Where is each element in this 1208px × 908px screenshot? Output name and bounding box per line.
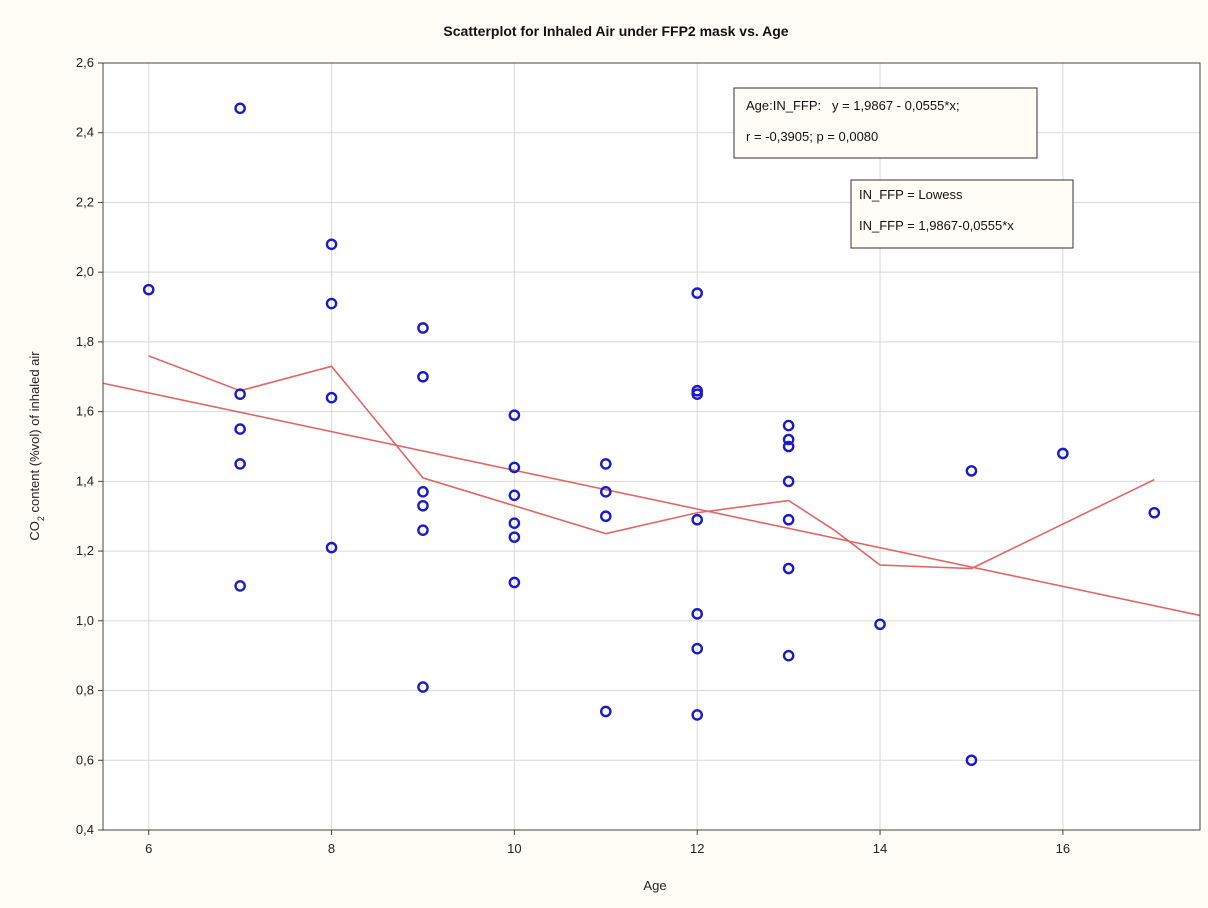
data-point	[417, 322, 429, 334]
data-point	[599, 705, 612, 718]
data-point	[417, 370, 429, 383]
equation-box-frame	[733, 87, 1038, 159]
x-tick-label: 12	[690, 841, 704, 856]
data-point	[691, 642, 704, 655]
y-tick-label: 1,6	[76, 404, 94, 419]
y-axis-label: CO2 content (%vol) of inhaled air	[27, 351, 46, 541]
equation-line-2: r = -0,3905; p = 0,0080	[746, 129, 878, 144]
regression-line	[102, 382, 1201, 617]
data-point	[965, 754, 978, 767]
x-axis-ticks: 6 8 10 12 14 16	[145, 830, 1070, 856]
data-point	[508, 517, 521, 530]
y-axis-label-subscript: 2	[36, 516, 46, 521]
y-tick-label: 0,6	[76, 752, 94, 767]
data-point	[1057, 447, 1069, 460]
legend-item-regression: IN_FFP = 1,9867-0,0555*x	[859, 218, 1014, 233]
data-point	[599, 458, 612, 470]
data-point	[508, 409, 521, 421]
data-point	[782, 649, 795, 662]
data-point	[234, 388, 246, 401]
y-axis-label-part-2: content (%vol) of inhaled air	[27, 351, 42, 516]
data-point	[691, 287, 704, 299]
data-point	[691, 388, 704, 401]
data-point	[782, 419, 795, 432]
y-tick-label: 0,4	[76, 822, 94, 837]
data-point	[508, 489, 521, 502]
data-point	[417, 499, 429, 512]
data-point	[691, 513, 704, 526]
chart-title: Scatterplot for Inhaled Air under FFP2 m…	[443, 23, 788, 39]
y-tick-label: 1,2	[76, 543, 94, 558]
data-point	[325, 238, 338, 251]
data-point	[782, 475, 795, 488]
data-point	[508, 531, 521, 543]
y-tick-label: 1,4	[76, 473, 94, 488]
data-point	[325, 541, 338, 554]
data-point	[417, 681, 429, 693]
y-tick-label: 0,8	[76, 683, 94, 698]
x-tick-label: 6	[145, 841, 152, 856]
x-tick-label: 16	[1056, 841, 1070, 856]
data-point	[965, 465, 978, 477]
data-point	[417, 524, 429, 536]
x-axis-label: Age	[643, 878, 666, 893]
x-tick-label: 14	[873, 841, 887, 856]
equation-box: Age:IN_FFP: y = 1,9867 - 0,0555*x; r = -…	[733, 87, 1038, 159]
y-axis-label-part-1: CO	[27, 521, 42, 541]
data-point	[234, 458, 246, 470]
data-point	[782, 513, 795, 526]
legend-item-lowess: IN_FFP = Lowess	[859, 187, 963, 202]
data-point	[782, 562, 795, 575]
data-point	[417, 486, 429, 498]
data-point	[508, 576, 521, 589]
lowess-line	[148, 355, 1155, 570]
data-point	[234, 423, 246, 435]
data-point	[234, 102, 246, 115]
legend-box-frame	[850, 179, 1074, 249]
data-point	[325, 297, 338, 310]
data-point	[874, 618, 886, 631]
y-tick-label: 2,4	[76, 125, 94, 140]
x-tick-label: 8	[328, 841, 335, 856]
data-point	[599, 510, 612, 523]
y-tick-label: 1,0	[76, 613, 94, 628]
y-tick-label: 2,6	[76, 55, 94, 70]
y-tick-label: 2,2	[76, 194, 94, 209]
data-point	[234, 580, 246, 592]
y-axis-ticks: 0,4 0,6 0,8 1,0 1,2 1,4 1,6 1,8 2,0 2,2 2,4 2,6	[76, 55, 103, 837]
plot-frame	[102, 62, 1201, 831]
data-point	[691, 608, 704, 620]
data-points	[142, 102, 1161, 767]
data-point	[508, 461, 521, 474]
data-point	[1148, 506, 1161, 519]
data-point	[142, 283, 155, 296]
data-point	[325, 391, 338, 404]
equation-line-1: Age:IN_FFP: y = 1,9867 - 0,0555*x;	[746, 98, 960, 113]
data-point	[599, 486, 612, 498]
x-tick-label: 10	[507, 841, 521, 856]
plot-area	[103, 63, 1200, 830]
grid-lines	[103, 62, 1200, 831]
data-point	[782, 440, 795, 453]
data-point	[691, 709, 704, 721]
y-tick-label: 1,8	[76, 334, 94, 349]
data-point	[782, 433, 795, 446]
legend-box: IN_FFP = Lowess IN_FFP = 1,9867-0,0555*x	[850, 179, 1074, 249]
y-tick-label: 2,0	[76, 264, 94, 279]
